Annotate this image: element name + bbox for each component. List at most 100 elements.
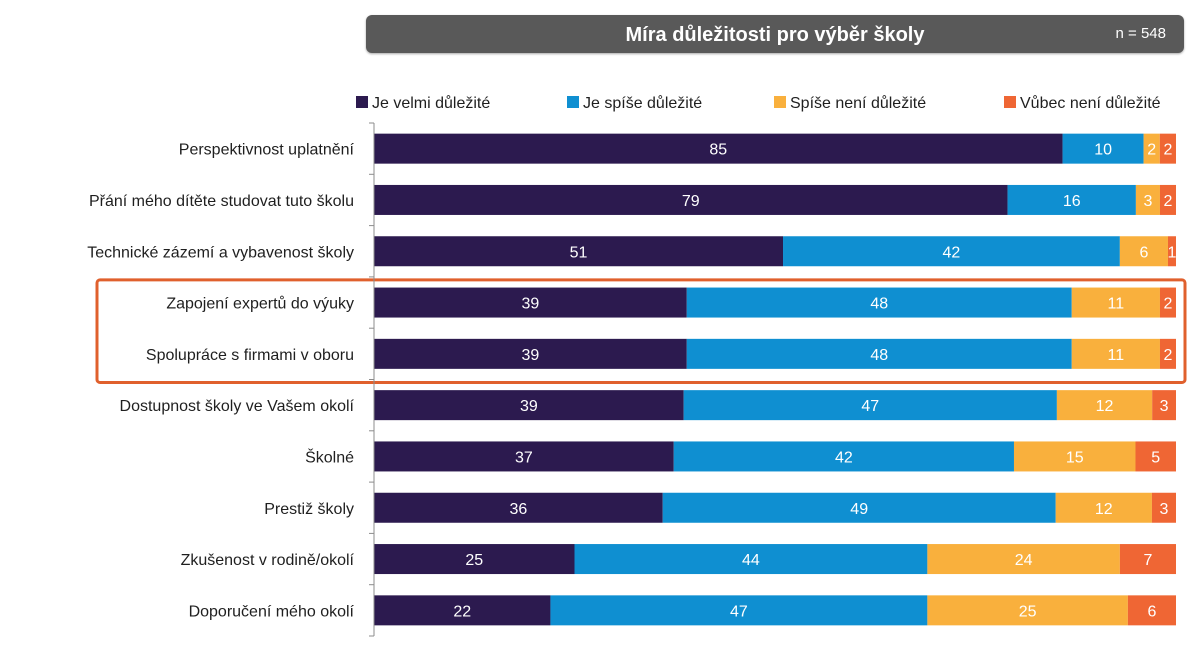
bar-je-velmi-dulezite [374,441,674,472]
data-label: 2 [1163,142,1172,159]
data-label: 12 [1096,398,1114,415]
bar-spise-neni-dulezite [1071,287,1160,318]
bar-je-velmi-dulezite [374,595,551,626]
legend-label-je-velmi-dulezite: Je velmi důležité [372,94,490,112]
bar-spise-neni-dulezite [1119,236,1168,267]
bar-je-velmi-dulezite [374,236,784,267]
bar-vubec-neni-dulezite [1159,287,1176,318]
bar-vubec-neni-dulezite [1152,390,1176,421]
bar-vubec-neni-dulezite [1159,184,1176,215]
data-label: 7 [1143,552,1152,569]
bar-vubec-neni-dulezite [1127,595,1176,626]
category-label: Perspektivnost uplatnění [179,142,355,159]
bar-je-spise-dulezite [1062,133,1144,164]
data-label: 3 [1143,193,1152,210]
data-label: 1 [1168,244,1177,261]
data-label: 3 [1160,398,1169,415]
bar-je-spise-dulezite [550,595,928,626]
bar-spise-neni-dulezite [1055,492,1152,523]
data-label: 36 [509,501,527,518]
bar-je-velmi-dulezite [374,492,663,523]
data-label: 48 [870,296,888,313]
bar-je-spise-dulezite [1007,184,1136,215]
data-label: 42 [943,244,961,261]
category-label: Spolupráce s firmami v oboru [146,347,354,364]
data-label: 5 [1151,449,1160,466]
data-label: 6 [1139,244,1148,261]
bar-vubec-neni-dulezite [1159,133,1176,164]
bar-spise-neni-dulezite [927,544,1120,575]
bar-spise-neni-dulezite [1013,441,1136,472]
category-label: Prestiž školy [264,501,354,518]
legend-swatch-spise-neni-dulezite [774,96,786,108]
bar-je-spise-dulezite [686,287,1072,318]
bar-je-spise-dulezite [783,236,1120,267]
highlight-box [95,278,1187,384]
bar-spise-neni-dulezite [1143,133,1160,164]
data-label: 25 [465,552,483,569]
data-label: 12 [1095,501,1113,518]
data-label: 47 [861,398,879,415]
bar-je-spise-dulezite [574,544,928,575]
data-label: 10 [1094,142,1112,159]
chart-title-bar: Míra důležitosti pro výběr školy n = 548 [366,15,1184,53]
data-label: 85 [709,142,727,159]
data-label: 47 [730,603,748,620]
bar-je-velmi-dulezite [374,287,687,318]
legend-swatch-je-spise-dulezite [567,96,579,108]
data-label: 2 [1164,193,1173,210]
data-label: 79 [682,193,700,210]
legend-label-je-spise-dulezite: Je spíše důležité [583,94,702,112]
bar-je-velmi-dulezite [374,544,575,575]
data-label: 22 [453,603,471,620]
data-label: 51 [570,244,588,261]
data-label: 2 [1164,296,1173,313]
bar-je-velmi-dulezite [374,390,684,421]
data-label: 37 [515,449,533,466]
bar-vubec-neni-dulezite [1119,544,1176,575]
data-label: 16 [1063,193,1081,210]
data-label: 2 [1164,347,1173,364]
bar-je-velmi-dulezite [374,133,1063,164]
data-label: 48 [870,347,888,364]
bar-je-spise-dulezite [683,390,1057,421]
bar-vubec-neni-dulezite [1135,441,1176,472]
data-label: 11 [1108,347,1125,364]
bar-je-spise-dulezite [686,338,1072,369]
category-label: Technické zázemí a vybavenost školy [87,244,354,261]
category-label: Přání mého dítěte studovat tuto školu [89,193,354,210]
data-label: 39 [520,398,538,415]
data-label: 25 [1019,603,1037,620]
bar-spise-neni-dulezite [1056,390,1153,421]
data-label: 39 [521,347,539,364]
data-label: 49 [850,501,868,518]
bar-je-spise-dulezite [673,441,1014,472]
bar-spise-neni-dulezite [927,595,1128,626]
data-label: 2 [1147,142,1156,159]
legend-label-vubec-neni-dulezite: Vůbec není důležité [1020,94,1161,112]
bar-vubec-neni-dulezite [1151,492,1176,523]
bar-je-velmi-dulezite [374,184,1008,215]
category-label: Doporučení mého okolí [189,603,355,620]
data-label: 6 [1147,603,1156,620]
bar-spise-neni-dulezite [1135,184,1160,215]
bar-je-velmi-dulezite [374,338,687,369]
data-label: 44 [742,552,760,569]
data-label: 3 [1160,501,1169,518]
data-label: 42 [835,449,853,466]
data-label: 15 [1066,449,1084,466]
category-label: Zkušenost v rodině/okolí [181,552,355,569]
data-label: 11 [1108,296,1125,313]
category-label: Zapojení expertů do výuky [166,295,354,313]
category-label: Školné [305,447,354,466]
chart-title: Míra důležitosti pro výběr školy [625,24,925,46]
bar-vubec-neni-dulezite [1167,236,1176,267]
legend-swatch-je-velmi-dulezite [356,96,368,108]
legend-swatch-vubec-neni-dulezite [1004,96,1016,108]
bar-je-spise-dulezite [662,492,1056,523]
legend-label-spise-neni-dulezite: Spíše není důležité [790,94,926,112]
data-label: 39 [521,296,539,313]
data-label: 24 [1015,552,1033,569]
bar-spise-neni-dulezite [1071,338,1160,369]
